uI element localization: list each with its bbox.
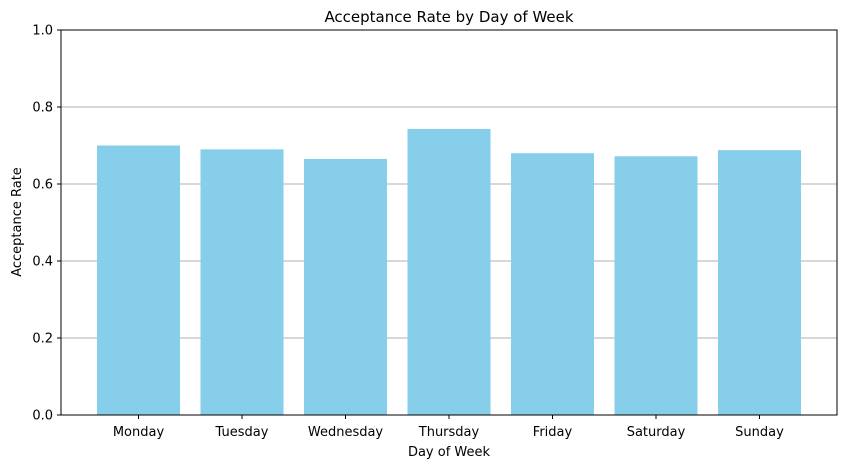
y-axis-ticks: 0.0 0.2 0.4 0.6 0.8 1.0 xyxy=(32,24,61,424)
y-tick-label: 1.0 xyxy=(32,24,53,39)
bar-saturday xyxy=(614,156,698,415)
y-tick-label: 0.4 xyxy=(32,255,53,270)
y-axis-label: Acceptance Rate xyxy=(10,167,25,277)
bar-sunday xyxy=(718,150,801,415)
bar-tuesday xyxy=(200,149,284,415)
bar-wednesday xyxy=(304,158,387,415)
x-tick-label: Friday xyxy=(533,425,573,440)
x-tick-label: Sunday xyxy=(735,425,784,440)
x-tick-label: Monday xyxy=(113,425,165,440)
bars xyxy=(97,128,801,415)
y-tick-label: 0.6 xyxy=(32,178,53,193)
x-tick-label: Tuesday xyxy=(215,425,269,440)
y-tick-label: 0.0 xyxy=(32,409,53,424)
x-tick-label: Wednesday xyxy=(308,425,384,440)
x-tick-label: Thursday xyxy=(418,425,480,440)
bar-monday xyxy=(97,145,180,415)
bar-thursday xyxy=(407,128,491,415)
bar-friday xyxy=(511,153,594,415)
chart-title: Acceptance Rate by Day of Week xyxy=(324,8,573,26)
x-axis-label: Day of Week xyxy=(408,445,491,460)
x-axis-ticks: Monday Tuesday Wednesday Thursday Friday Satu… xyxy=(113,415,784,440)
y-tick-label: 0.2 xyxy=(32,332,53,347)
x-tick-label: Saturday xyxy=(627,425,686,440)
y-tick-label: 0.8 xyxy=(32,101,53,116)
